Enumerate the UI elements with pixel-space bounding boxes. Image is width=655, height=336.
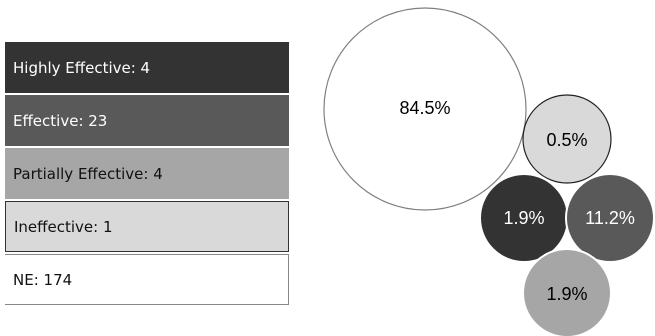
legend-item-highly-effective: Highly Effective: 4 [5, 42, 289, 93]
legend-item-ineffective: Ineffective: 1 [5, 201, 289, 252]
legend-item-partially-effective: Partially Effective: 4 [5, 148, 289, 199]
bubble-partially-effective [522, 248, 612, 336]
bubble-label-effective: 11.2% [585, 208, 635, 228]
legend-item-ne: NE: 174 [5, 254, 289, 305]
legend-label-partially-effective: Partially Effective: 4 [13, 164, 163, 183]
bubble-label-highly-effective: 1.9% [503, 208, 544, 228]
legend: Highly Effective: 4 Effective: 23 Partia… [5, 42, 289, 307]
bubble-label-ne: 84.5% [399, 98, 450, 118]
bubble-label-ineffective: 0.5% [546, 130, 587, 150]
legend-item-effective: Effective: 23 [5, 95, 289, 146]
bubble-ne [323, 7, 527, 211]
bubble-effective [565, 173, 655, 263]
legend-label-highly-effective: Highly Effective: 4 [13, 58, 151, 77]
legend-label-ne: NE: 174 [13, 270, 73, 289]
legend-label-effective: Effective: 23 [13, 111, 108, 130]
legend-label-ineffective: Ineffective: 1 [14, 217, 113, 236]
bubble-label-partially-effective: 1.9% [546, 284, 587, 304]
bubble-ineffective [522, 94, 612, 184]
